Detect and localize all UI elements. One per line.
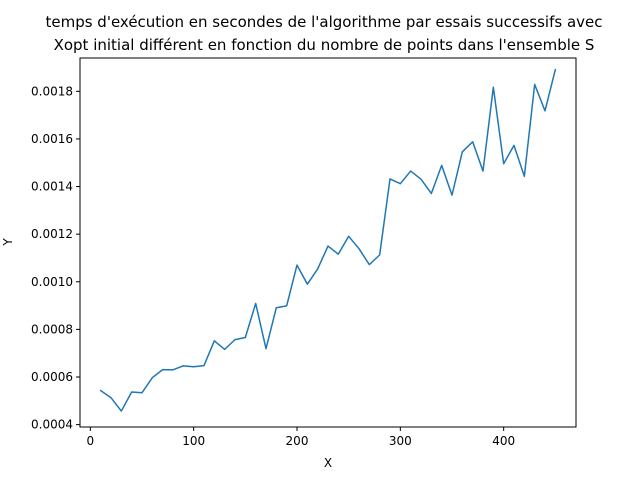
axis-ticks: 0 100 200 300 400 0.0004 0.0006 0.0008 0.0010 0.0… — [31, 84, 515, 448]
series-line — [99, 68, 557, 412]
chart-title-line-2: Xopt initial différent en fonction du no… — [54, 36, 595, 54]
y-tick-label: 0.0012 — [31, 227, 73, 241]
y-tick-label: 0.0016 — [31, 132, 73, 146]
x-tick-label: 200 — [286, 434, 309, 448]
series-layer — [99, 68, 557, 412]
y-tick-label: 0.0004 — [31, 418, 73, 432]
y-tick-label: 0.0006 — [31, 370, 73, 384]
y-tick-label: 0.0010 — [31, 275, 73, 289]
x-tick-label: 100 — [182, 434, 205, 448]
x-tick-label: 0 — [87, 434, 95, 448]
x-tick-label: 300 — [389, 434, 412, 448]
y-axis-label: Y — [1, 238, 15, 247]
chart-title-line-1: temps d'exécution en secondes de l'algor… — [45, 13, 602, 31]
y-tick-label: 0.0014 — [31, 180, 73, 194]
y-tick-label: 0.0008 — [31, 322, 73, 336]
x-tick-label: 400 — [492, 434, 515, 448]
x-axis-label: X — [324, 456, 332, 470]
y-tick-label: 0.0018 — [31, 84, 73, 98]
plot-frame — [79, 57, 577, 428]
